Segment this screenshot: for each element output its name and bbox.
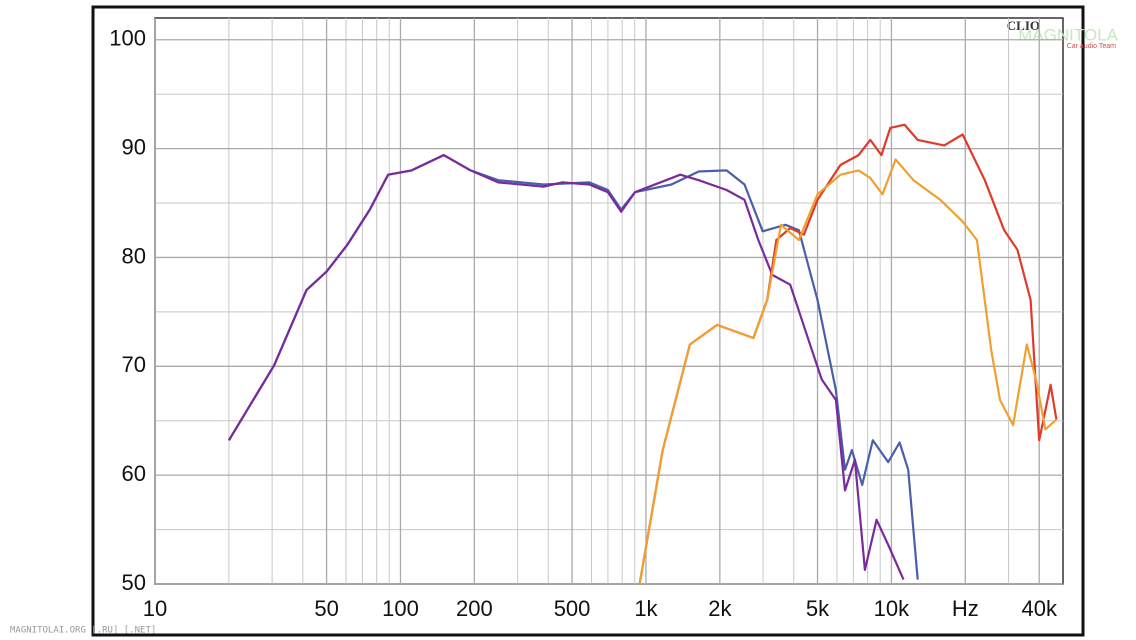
x-tick-label: 2k (708, 596, 732, 621)
x-tick-label: 100 (382, 596, 419, 621)
x-tick-label: 200 (456, 596, 493, 621)
y-tick-label: 60 (122, 461, 146, 486)
x-tick-label: Hz (952, 596, 979, 621)
x-tick-label: 40k (1021, 596, 1057, 621)
x-tick-label: 5k (806, 596, 830, 621)
x-tick-label: 10k (874, 596, 910, 621)
logo-brand: CLIO (1007, 18, 1040, 33)
y-tick-label: 100 (109, 26, 146, 51)
x-tick-label: 50 (314, 596, 338, 621)
x-tick-label: 500 (554, 596, 591, 621)
plot-area (154, 17, 1064, 585)
x-tick-label: 1k (634, 596, 658, 621)
y-tick-label: 90 (122, 134, 146, 159)
logo-watermark: MAGNITOLA (1018, 25, 1118, 44)
series-line (638, 158, 1058, 585)
x-tick-label: 10 (143, 596, 167, 621)
y-tick-label: 50 (122, 570, 146, 595)
logo-team: Car audio Team (1067, 43, 1116, 50)
footer: MAGNITOLAI.ORG [.RU] [.NET] (10, 626, 156, 636)
y-tick-label: 80 (122, 243, 146, 268)
series-line (227, 154, 905, 581)
y-tick-label: 70 (122, 352, 146, 377)
